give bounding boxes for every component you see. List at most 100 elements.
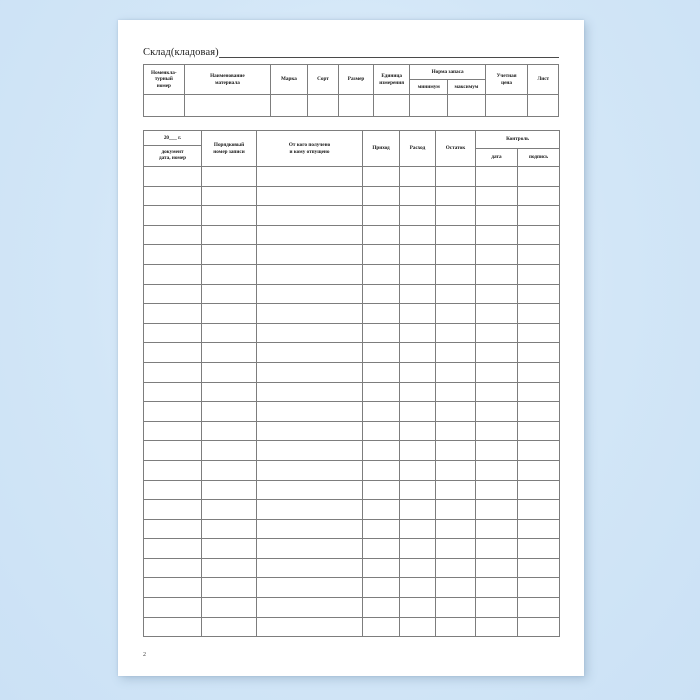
title-fill-in-rule[interactable] [218, 48, 559, 58]
table-cell[interactable] [143, 597, 202, 618]
table-cell[interactable] [143, 577, 202, 599]
table-cell[interactable] [517, 303, 560, 324]
table-cell[interactable] [362, 479, 400, 501]
table-cell[interactable] [399, 381, 436, 403]
table-cell[interactable] [256, 616, 363, 638]
table-row[interactable] [143, 538, 560, 559]
table-row[interactable] [143, 440, 560, 461]
table-cell[interactable] [475, 401, 518, 422]
table-cell[interactable] [201, 263, 257, 285]
table-cell[interactable] [435, 518, 476, 540]
table-cell[interactable] [201, 440, 257, 461]
table-cell[interactable] [475, 557, 518, 579]
table-cell[interactable] [475, 283, 518, 305]
table-cell[interactable] [362, 166, 400, 187]
table-cell[interactable] [475, 263, 518, 285]
table-cell[interactable] [475, 518, 518, 540]
table-cell[interactable] [399, 361, 436, 383]
table-cell[interactable] [201, 518, 257, 540]
table-row[interactable] [143, 381, 560, 403]
table-row[interactable] [143, 499, 560, 520]
table-cell[interactable] [517, 322, 560, 344]
table-cell[interactable] [527, 94, 559, 117]
table-cell[interactable] [399, 166, 436, 187]
table-cell[interactable] [201, 166, 257, 187]
table-cell[interactable] [201, 499, 257, 520]
table-cell[interactable] [143, 166, 202, 187]
table-cell[interactable] [399, 538, 436, 559]
table-cell[interactable] [435, 303, 476, 324]
table-cell[interactable] [201, 283, 257, 305]
table-cell[interactable] [143, 616, 202, 638]
table-cell[interactable] [256, 577, 363, 599]
table-cell[interactable] [435, 499, 476, 520]
table-cell[interactable] [475, 440, 518, 461]
table-row[interactable] [143, 459, 560, 481]
table-row[interactable] [143, 185, 560, 207]
table-cell[interactable] [201, 401, 257, 422]
table-cell[interactable] [517, 401, 560, 422]
table-cell[interactable] [362, 244, 400, 265]
table-cell[interactable] [201, 244, 257, 265]
table-cell[interactable] [143, 459, 202, 481]
table-cell[interactable] [475, 303, 518, 324]
table-cell[interactable] [517, 538, 560, 559]
table-row[interactable] [143, 224, 560, 246]
table-cell[interactable] [435, 224, 476, 246]
table-cell[interactable] [362, 401, 400, 422]
table-cell[interactable] [399, 597, 436, 618]
table-cell[interactable] [256, 322, 363, 344]
table-cell[interactable] [435, 401, 476, 422]
table-cell[interactable] [256, 361, 363, 383]
table-cell[interactable] [362, 597, 400, 618]
table-row[interactable] [143, 342, 560, 363]
table-cell[interactable] [517, 479, 560, 501]
table-cell[interactable] [256, 166, 363, 187]
table-cell[interactable] [256, 224, 363, 246]
table-cell[interactable] [475, 224, 518, 246]
table-cell[interactable] [517, 597, 560, 618]
table-cell[interactable] [362, 577, 400, 599]
table-cell[interactable] [143, 479, 202, 501]
table-cell[interactable] [143, 205, 202, 226]
table-cell[interactable] [399, 420, 436, 442]
table-cell[interactable] [475, 499, 518, 520]
table-row[interactable] [143, 205, 560, 226]
table-cell[interactable] [475, 616, 518, 638]
table-cell[interactable] [484, 94, 529, 117]
table-cell[interactable] [475, 166, 518, 187]
table-cell[interactable] [475, 244, 518, 265]
table-cell[interactable] [201, 342, 257, 363]
table-row[interactable] [143, 263, 560, 285]
table-cell[interactable] [256, 479, 363, 501]
table-cell[interactable] [399, 557, 436, 579]
table-cell[interactable] [435, 342, 476, 363]
table-cell[interactable] [362, 557, 400, 579]
table-cell[interactable] [435, 283, 476, 305]
table-cell[interactable] [143, 94, 185, 117]
table-cell[interactable] [517, 244, 560, 265]
table-cell[interactable] [399, 185, 436, 207]
table-cell[interactable] [475, 577, 518, 599]
table-cell[interactable] [435, 440, 476, 461]
table-cell[interactable] [362, 499, 400, 520]
table-cell[interactable] [201, 322, 257, 344]
table-cell[interactable] [201, 361, 257, 383]
table-cell[interactable] [143, 342, 202, 363]
table-cell[interactable] [143, 303, 202, 324]
table-cell[interactable] [256, 342, 363, 363]
table-row[interactable] [143, 361, 560, 383]
table-cell[interactable] [201, 420, 257, 442]
table-cell[interactable] [435, 538, 476, 559]
table-cell[interactable] [256, 244, 363, 265]
table-cell[interactable] [201, 224, 257, 246]
table-cell[interactable] [475, 342, 518, 363]
table-cell[interactable] [362, 205, 400, 226]
table-cell[interactable] [143, 263, 202, 285]
table-cell[interactable] [435, 185, 476, 207]
table-cell[interactable] [256, 263, 363, 285]
table-row[interactable] [143, 322, 560, 344]
table-cell[interactable] [201, 205, 257, 226]
table-cell[interactable] [517, 499, 560, 520]
table-cell[interactable] [517, 185, 560, 207]
